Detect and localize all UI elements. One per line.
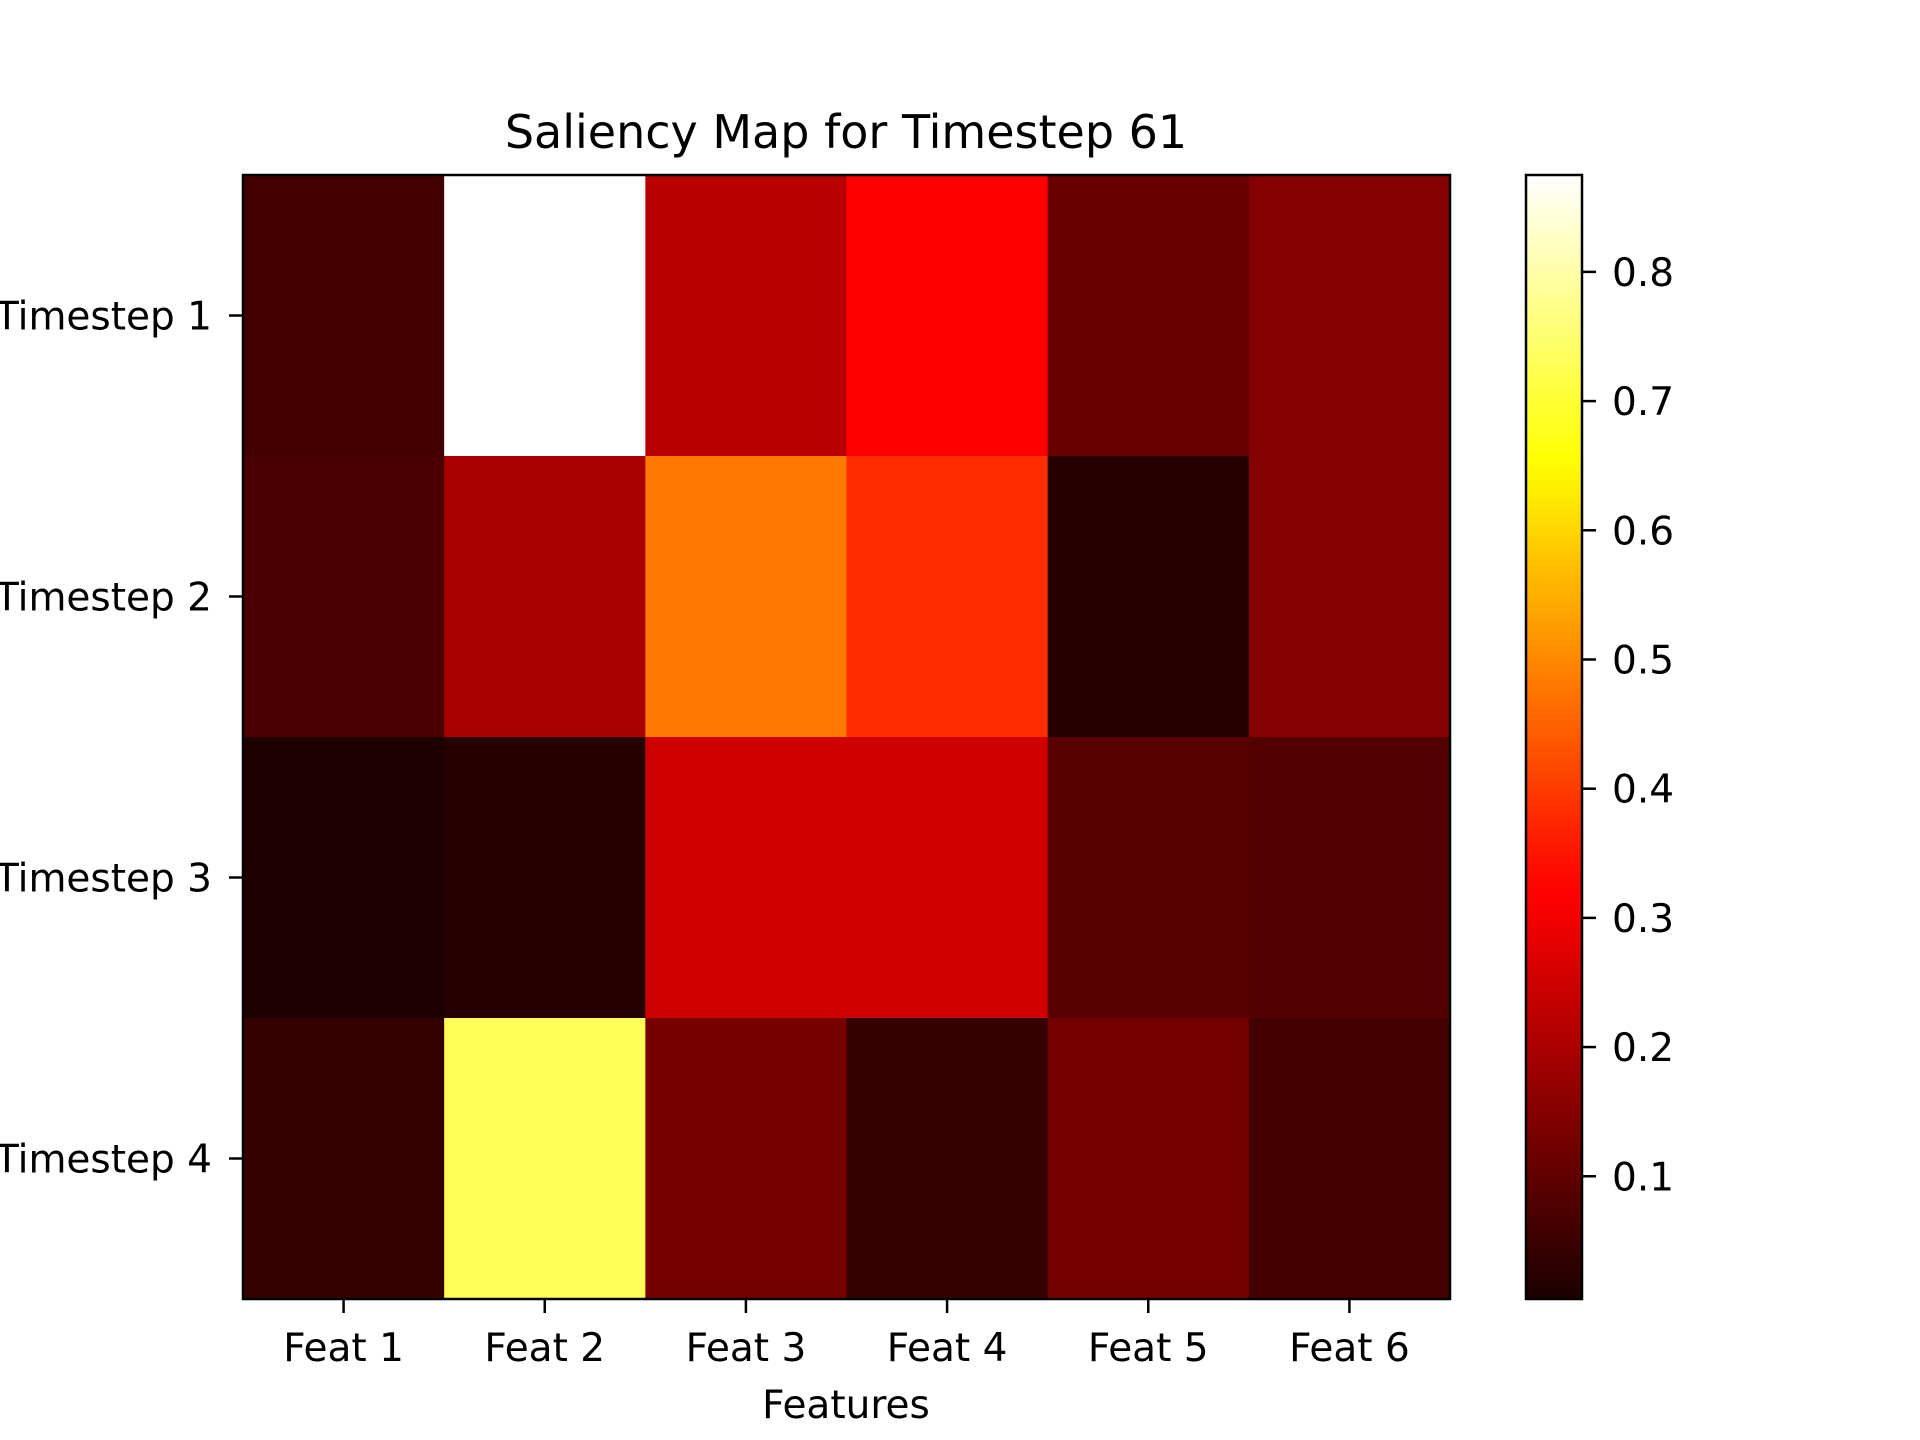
heatmap-cell-r2-c6	[1248, 456, 1451, 738]
chart-title: Saliency Map for Timestep 61	[505, 105, 1187, 159]
colorbar-ticks: 0.1 0.2 0.3 0.4 0.5 0.6 0.7 0.8	[1582, 251, 1674, 1200]
colorbar: 0.1 0.2 0.3 0.4 0.5 0.6 0.7 0.8	[1524, 173, 1674, 1301]
plot-frame	[241, 173, 1452, 1301]
x-tick-label: Feat 4	[887, 1326, 1008, 1371]
heatmap-cell-r3-c3	[645, 737, 848, 1019]
heatmap-cell-r4-c5	[1047, 1018, 1250, 1300]
heatmap-cell-r1-c1	[243, 175, 445, 457]
heatmap-cell-r3-c1	[243, 737, 445, 1019]
heatmap-cell-r1-c4	[846, 175, 1049, 457]
y-tick-label: Timestep 4	[0, 1138, 212, 1183]
heatmap-cell-r2-c5	[1047, 456, 1250, 738]
heatmap-cell-r3-c2	[444, 737, 646, 1019]
y-tick-label: Timestep 3	[0, 857, 212, 902]
heatmap-cell-r1-c3	[645, 175, 848, 457]
x-tick-label: Feat 2	[484, 1326, 605, 1371]
colorbar-tick-label: 0.3	[1612, 897, 1674, 942]
heatmap-cells	[243, 175, 1451, 1300]
colorbar-tick-label: 0.5	[1612, 638, 1674, 683]
heatmap-cell-r1-c5	[1047, 175, 1250, 457]
colorbar-tick-label: 0.6	[1612, 509, 1674, 554]
colorbar-tick-label: 0.2	[1612, 1026, 1674, 1071]
heatmap-cell-r2-c4	[846, 456, 1049, 738]
heatmap-cell-r3-c4	[846, 737, 1049, 1019]
y-tick-label: Timestep 2	[0, 576, 212, 621]
x-tick-label: Feat 3	[686, 1326, 807, 1371]
x-axis-ticks: Feat 1 Feat 2 Feat 3 Feat 4 Feat 5 Feat 6	[283, 1299, 1410, 1371]
x-axis-label: Features	[762, 1383, 930, 1428]
heatmap-cell-r4-c4	[846, 1018, 1049, 1300]
heatmap-cell-r1-c6	[1248, 175, 1451, 457]
heatmap-cell-r3-c5	[1047, 737, 1250, 1019]
heatmap-cell-r2-c3	[645, 456, 848, 738]
heatmap-cell-r4-c1	[243, 1018, 445, 1300]
x-tick-label: Feat 6	[1289, 1326, 1410, 1371]
y-tick-label: Timestep 1	[0, 295, 212, 340]
heatmap-cell-r4-c3	[645, 1018, 848, 1300]
colorbar-tick-label: 0.7	[1612, 380, 1674, 425]
heatmap-cell-r2-c1	[243, 456, 445, 738]
y-axis-ticks: Timestep 1 Timestep 2 Timestep 3 Timestep 4	[0, 295, 243, 1183]
heatmap-cell-r1-c2	[444, 175, 646, 457]
colorbar-tick-label: 0.8	[1612, 251, 1674, 296]
heatmap-cell-r3-c6	[1248, 737, 1451, 1019]
x-tick-label: Feat 5	[1088, 1326, 1209, 1371]
colorbar-gradient	[1526, 175, 1582, 1299]
colorbar-frame	[1524, 173, 1584, 1301]
heatmap-cell-r4-c2	[444, 1018, 646, 1300]
heatmap-cell-r2-c2	[444, 456, 646, 738]
colorbar-tick-label: 0.1	[1612, 1155, 1674, 1200]
heatmap-cell-r4-c6	[1248, 1018, 1451, 1300]
x-tick-label: Feat 1	[283, 1326, 404, 1371]
colorbar-tick-label: 0.4	[1612, 768, 1674, 813]
